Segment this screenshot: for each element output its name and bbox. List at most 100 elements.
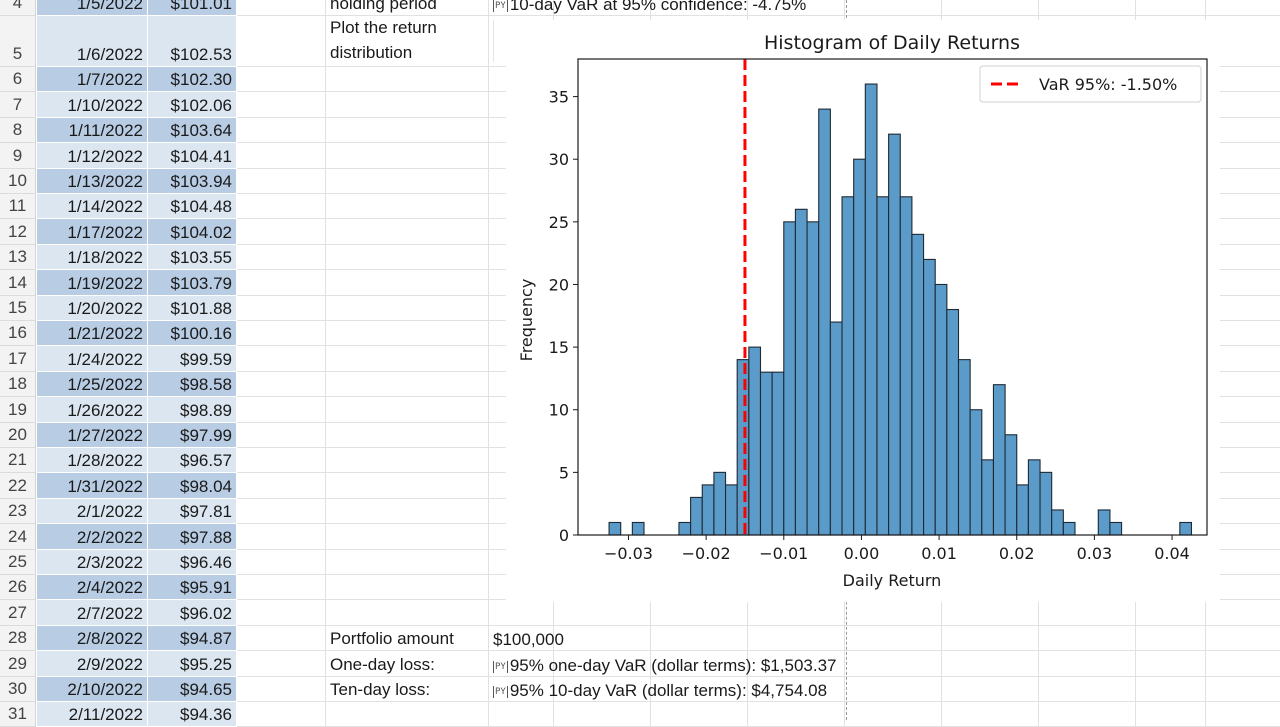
empty-cell[interactable] [237,625,326,652]
price-cell[interactable]: $97.81 [148,498,237,525]
date-cell[interactable]: 1/19/2022 [37,270,148,296]
empty-cell[interactable] [1206,321,1280,347]
empty-cell[interactable] [1206,651,1280,677]
empty-cell[interactable] [1039,702,1136,727]
empty-cell[interactable] [237,321,326,347]
row-header[interactable]: 12 [0,219,36,245]
date-cell[interactable]: 1/26/2022 [37,397,148,423]
empty-cell[interactable] [237,16,326,67]
row-header[interactable]: 16 [0,321,36,347]
date-cell[interactable]: 1/21/2022 [37,321,148,347]
date-cell[interactable]: 1/6/2022 [37,16,148,67]
price-cell[interactable]: $100.16 [148,321,237,347]
empty-cell[interactable] [237,371,326,398]
date-cell[interactable]: 1/25/2022 [37,371,148,398]
empty-cell[interactable] [1136,651,1206,677]
empty-cell[interactable] [554,651,651,677]
empty-cell[interactable] [748,600,845,626]
empty-cell[interactable] [1206,423,1280,448]
label-cell[interactable] [326,575,489,601]
empty-cell[interactable] [1039,651,1136,677]
row-header[interactable]: 6 [0,67,36,93]
label-cell[interactable]: One-day loss: [326,651,489,677]
row-header[interactable]: 18 [0,371,36,398]
empty-cell[interactable] [942,600,1039,626]
row-header[interactable]: 4 [0,0,36,16]
empty-cell[interactable] [1206,372,1280,398]
price-cell[interactable]: $103.94 [148,168,237,194]
empty-cell[interactable] [237,168,326,194]
empty-cell[interactable] [748,676,845,702]
empty-cell[interactable] [1206,16,1280,67]
date-cell[interactable]: 1/17/2022 [37,219,148,245]
date-cell[interactable]: 1/31/2022 [37,473,148,499]
empty-cell[interactable] [942,651,1039,677]
empty-cell[interactable] [1136,600,1206,626]
label-cell[interactable] [326,270,489,296]
price-cell[interactable]: $94.87 [148,625,237,652]
row-header[interactable]: 21 [0,448,36,474]
empty-cell[interactable] [554,676,651,702]
price-cell[interactable]: $101.01 [148,0,237,16]
portfolio-amount-value[interactable]: $100,000 [489,626,568,651]
empty-cell[interactable] [1039,676,1136,702]
empty-cell[interactable] [237,244,326,271]
empty-cell[interactable] [237,397,326,423]
empty-cell[interactable] [1206,169,1280,194]
empty-cell[interactable] [1136,676,1206,702]
row-header[interactable]: 17 [0,346,36,372]
label-cell[interactable]: Ten-day loss: [326,676,489,702]
date-cell[interactable]: 1/10/2022 [37,92,148,118]
empty-cell[interactable] [845,702,942,727]
empty-cell[interactable] [237,194,326,220]
label-cell[interactable] [326,117,489,144]
row-header[interactable]: 19 [0,397,36,423]
ten-day-var-dollar-value[interactable]: PY 95% 10-day VaR (dollar terms): $4,754.… [489,677,831,702]
empty-cell[interactable] [1206,118,1280,144]
row-header[interactable]: 20 [0,422,36,448]
empty-cell[interactable] [1039,600,1136,626]
empty-cell[interactable] [554,600,651,626]
empty-cell[interactable] [1206,702,1280,727]
empty-cell[interactable] [845,600,942,626]
date-cell[interactable]: 1/7/2022 [37,67,148,93]
price-cell[interactable]: $98.89 [148,397,237,423]
price-cell[interactable]: $103.64 [148,117,237,144]
label-cell[interactable] [326,244,489,271]
label-cell[interactable] [326,702,489,727]
label-cell[interactable] [326,143,489,169]
price-cell[interactable]: $94.36 [148,702,237,727]
date-cell[interactable]: 2/1/2022 [37,498,148,525]
empty-cell[interactable] [845,0,942,16]
empty-cell[interactable] [845,651,942,677]
empty-cell[interactable] [1136,625,1206,652]
empty-cell[interactable] [237,219,326,245]
price-cell[interactable]: $98.04 [148,473,237,499]
row-header[interactable]: 24 [0,524,36,550]
label-cell[interactable] [326,371,489,398]
price-cell[interactable]: $94.65 [148,676,237,702]
empty-cell[interactable] [1206,194,1280,220]
empty-cell[interactable] [942,676,1039,702]
empty-cell[interactable] [1039,625,1136,652]
histogram-chart[interactable]: Histogram of Daily Returns 0 5 10 15 20 25 30 3… [506,20,1220,602]
empty-cell[interactable] [1039,0,1136,16]
label-cell[interactable]: Plot the return distribution [326,16,489,67]
price-cell[interactable]: $95.25 [148,651,237,677]
empty-cell[interactable] [237,295,326,321]
empty-cell[interactable] [554,0,651,16]
one-day-var-dollar-value[interactable]: PY 95% one-day VaR (dollar terms): $1,503… [489,651,840,676]
row-header[interactable]: 29 [0,651,36,677]
price-cell[interactable]: $97.88 [148,524,237,550]
empty-cell[interactable] [845,625,942,652]
empty-cell[interactable] [1206,67,1280,93]
row-header[interactable]: 7 [0,92,36,118]
row-header[interactable]: 5 [0,16,36,67]
empty-cell[interactable] [237,473,326,499]
label-cell[interactable] [326,219,489,245]
date-cell[interactable]: 1/24/2022 [37,346,148,372]
empty-cell[interactable] [651,702,748,727]
price-cell[interactable]: $103.79 [148,270,237,296]
label-cell[interactable] [326,67,489,93]
row-header[interactable]: 14 [0,270,36,296]
